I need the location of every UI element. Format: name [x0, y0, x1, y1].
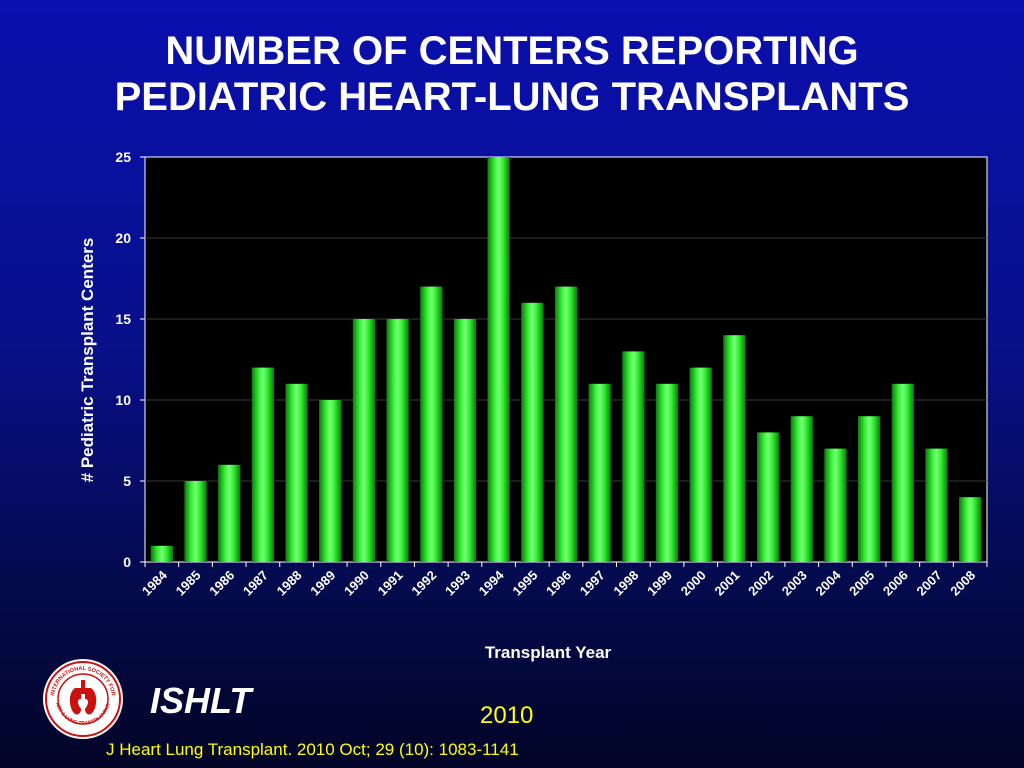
- y-tick-label: 0: [123, 554, 131, 570]
- bar-2007: [925, 448, 948, 562]
- bar-2005: [858, 416, 881, 562]
- bar-2003: [790, 416, 813, 562]
- x-tick-label: 2006: [880, 568, 911, 599]
- bar-1985: [184, 481, 207, 562]
- bar-1984: [150, 545, 173, 562]
- x-tick-label: 2005: [846, 568, 877, 599]
- x-tick-label: 1993: [442, 568, 473, 599]
- x-tick-label: 1987: [240, 568, 271, 599]
- bar-1995: [521, 302, 544, 562]
- x-tick-label: 2001: [711, 568, 742, 599]
- bar-2002: [756, 432, 780, 562]
- x-tick-label: 1990: [341, 568, 372, 599]
- bar-1986: [218, 464, 241, 562]
- bar-1988: [285, 383, 308, 562]
- bar-1999: [655, 383, 679, 562]
- y-tick-label: 5: [123, 473, 131, 489]
- y-axis-label: # Pediatric Transplant Centers: [78, 237, 97, 483]
- y-tick-label: 20: [115, 230, 131, 246]
- x-tick-label: 1986: [206, 568, 237, 599]
- bar-2004: [824, 448, 847, 562]
- x-tick-label: 2008: [947, 568, 978, 599]
- x-tick-label: 1989: [307, 568, 338, 599]
- x-tick-label: 1988: [274, 568, 305, 599]
- bar-1996: [554, 286, 578, 562]
- bar-1992: [420, 286, 443, 562]
- bar-2001: [723, 335, 746, 562]
- bar-1989: [319, 400, 342, 562]
- x-tick-label: 1998: [610, 568, 641, 599]
- y-tick-label: 15: [115, 311, 131, 327]
- chart-title-line-2: PEDIATRIC HEART-LUNG TRANSPLANTS: [114, 75, 910, 119]
- x-tick-label: 1984: [139, 567, 171, 599]
- x-tick-label: 1992: [408, 568, 439, 599]
- y-tick-label: 10: [115, 392, 131, 408]
- x-tick-label: 2007: [914, 568, 945, 599]
- x-tick-label: 1999: [644, 568, 675, 599]
- ishlt-seal-icon: INTERNATIONAL SOCIETY FOR HEART & LUNG T…: [42, 658, 123, 739]
- bar-1994: [487, 157, 510, 562]
- x-axis-ticks: 1984 1985 1986 1987 1988 1989 1990 1991 1992 1993…: [139, 562, 988, 599]
- bar-2006: [891, 383, 914, 562]
- y-axis-ticks: 0 5 10 15 20 25: [115, 149, 145, 570]
- bars: [150, 157, 982, 562]
- bar-1998: [622, 351, 645, 562]
- x-tick-label: 2000: [678, 568, 709, 599]
- x-axis-label: Transplant Year: [484, 643, 612, 662]
- chart-title: NUMBER OF CENTERS REPORTING PEDIATRIC HE…: [0, 28, 1024, 120]
- chart-title-line-1: NUMBER OF CENTERS REPORTING: [165, 29, 859, 73]
- x-tick-label: 1995: [509, 568, 540, 599]
- x-tick-label: 1985: [173, 568, 204, 599]
- bar-2000: [689, 367, 712, 562]
- x-tick-label: 2003: [779, 568, 810, 599]
- x-tick-label: 1991: [375, 568, 406, 599]
- x-tick-label: 1997: [577, 568, 608, 599]
- y-tick-label: 25: [115, 149, 131, 165]
- x-tick-label: 2004: [813, 567, 845, 599]
- bar-1997: [588, 383, 611, 562]
- bar-1993: [453, 319, 477, 562]
- bar-1987: [251, 367, 274, 562]
- x-tick-label: 1994: [476, 567, 508, 599]
- publication-year: 2010: [480, 702, 534, 729]
- citation: J Heart Lung Transplant. 2010 Oct; 29 (1…: [106, 740, 519, 759]
- x-tick-label: 2002: [745, 568, 776, 599]
- x-tick-label: 1996: [543, 568, 574, 599]
- bar-1991: [386, 319, 409, 562]
- bar-1990: [352, 319, 376, 562]
- organization-name: ISHLT: [150, 680, 252, 721]
- bar-2008: [959, 497, 982, 562]
